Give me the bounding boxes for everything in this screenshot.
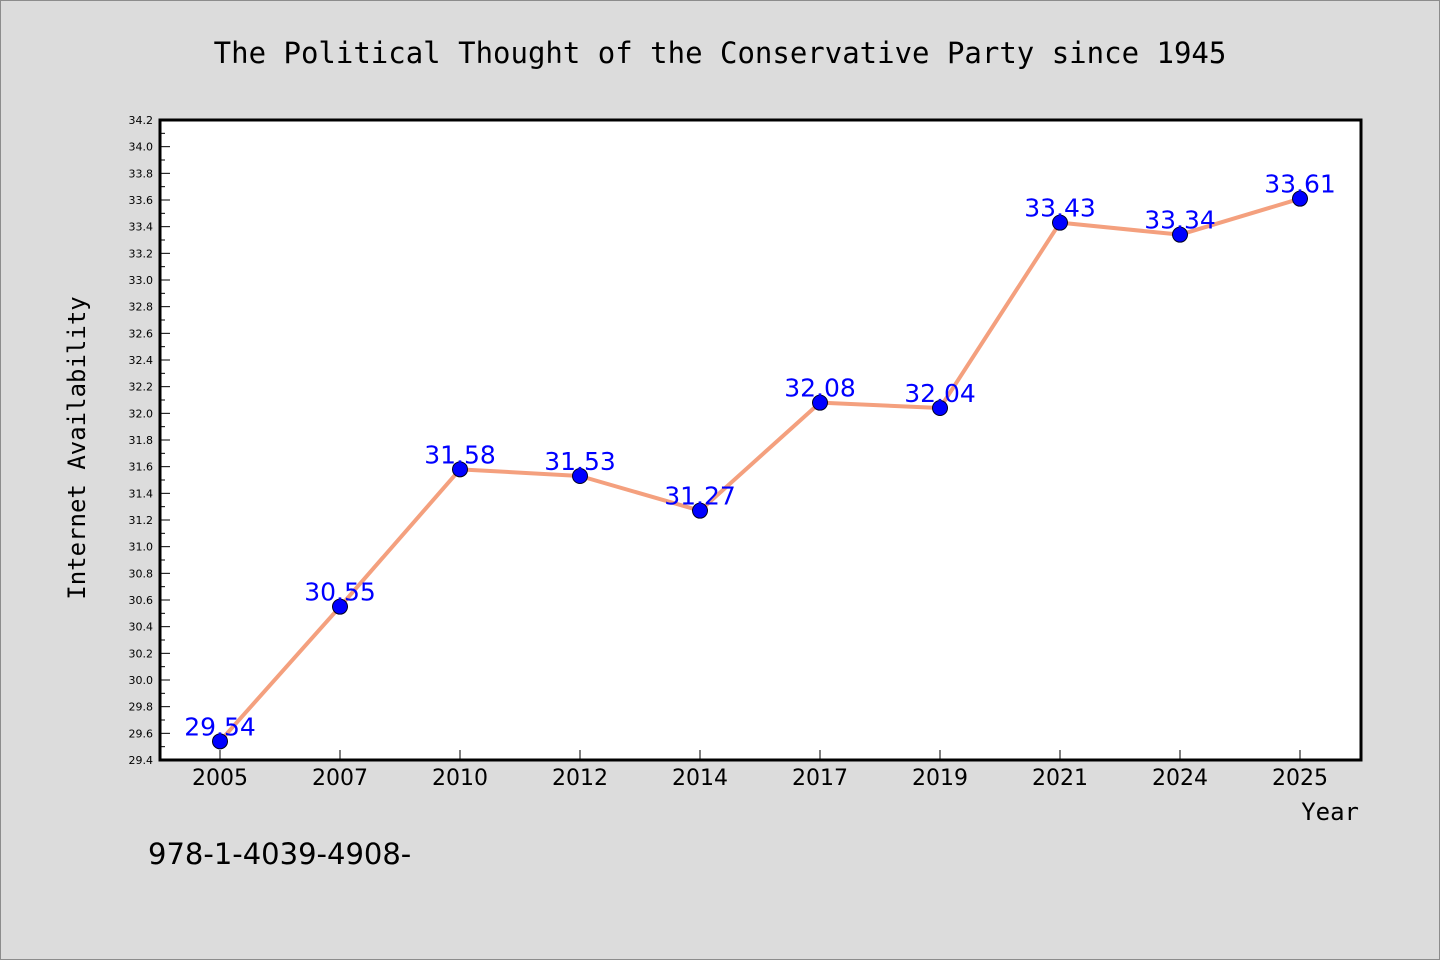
data-point-marker xyxy=(1292,190,1308,207)
x-tick-label: 2010 xyxy=(432,766,488,791)
y-tick-label: 33.8 xyxy=(129,167,154,180)
y-tick-label: 30.0 xyxy=(129,674,154,687)
data-point-marker xyxy=(452,461,468,478)
data-point-marker xyxy=(212,733,228,750)
x-tick-label: 2019 xyxy=(912,766,968,791)
x-tick-label: 2017 xyxy=(792,766,848,791)
x-tick-label: 2024 xyxy=(1152,766,1208,791)
x-axis-label: Year xyxy=(1301,798,1359,826)
data-point-marker xyxy=(1052,214,1068,231)
series-layer: 29.54 30.55 31.58 31.53 31.27 32.08 32.04 33.43… xyxy=(184,170,1336,750)
y-tick-label: 33.0 xyxy=(129,274,154,287)
x-axis-ticks: 2005 2007 2010 2012 2014 2017 2019 2021 2024 2025 xyxy=(192,750,1328,791)
y-tick-label: 32.6 xyxy=(129,327,154,340)
y-tick-label: 33.2 xyxy=(129,247,154,260)
data-point-label: 29.54 xyxy=(184,712,256,741)
data-point-marker xyxy=(692,502,708,519)
data-point-marker xyxy=(332,598,348,615)
y-tick-label: 31.2 xyxy=(129,514,154,527)
y-tick-label: 31.8 xyxy=(129,434,154,447)
y-tick-label: 30.6 xyxy=(129,594,154,607)
y-axis-ticks: 29.4 29.6 29.8 30.0 30.2 30.4 30.6 30.8 31.0 31.2… xyxy=(129,114,170,767)
x-tick-label: 2025 xyxy=(1272,766,1328,791)
data-point-label: 31.27 xyxy=(664,482,736,511)
x-tick-label: 2005 xyxy=(192,766,248,791)
y-tick-label: 34.2 xyxy=(129,114,154,127)
y-tick-label: 30.4 xyxy=(129,621,154,634)
y-tick-label: 34.0 xyxy=(129,141,154,154)
data-point-label: 31.58 xyxy=(424,440,496,469)
chart-title: The Political Thought of the Conservativ… xyxy=(214,36,1227,70)
data-point-label: 32.04 xyxy=(904,379,976,408)
data-point-marker xyxy=(812,394,828,411)
x-tick-label: 2012 xyxy=(552,766,608,791)
data-point-marker xyxy=(1172,226,1188,243)
data-point-label: 30.55 xyxy=(304,578,376,607)
y-tick-label: 32.4 xyxy=(129,354,154,367)
y-axis-label: Internet Availability xyxy=(63,296,91,599)
y-tick-label: 31.6 xyxy=(129,461,154,474)
footer-text: 978-1-4039-4908- xyxy=(148,837,411,871)
y-tick-label: 29.6 xyxy=(129,727,154,740)
y-tick-label: 29.8 xyxy=(129,701,154,714)
x-tick-label: 2007 xyxy=(312,766,368,791)
x-tick-label: 2021 xyxy=(1032,766,1088,791)
y-tick-label: 30.8 xyxy=(129,567,154,580)
data-point-label: 33.34 xyxy=(1144,206,1216,235)
data-point-label: 31.53 xyxy=(544,447,616,476)
y-tick-label: 33.4 xyxy=(129,221,154,234)
y-tick-label: 31.0 xyxy=(129,541,154,554)
y-tick-label: 32.2 xyxy=(129,381,154,394)
y-tick-label: 31.4 xyxy=(129,487,154,500)
y-tick-label: 29.4 xyxy=(129,754,154,767)
series-line xyxy=(218,196,1301,743)
data-point-label: 33.61 xyxy=(1264,170,1336,199)
y-tick-label: 33.6 xyxy=(129,194,154,207)
data-point-label: 33.43 xyxy=(1024,194,1096,223)
data-point-label: 32.08 xyxy=(784,374,856,403)
y-tick-label: 32.8 xyxy=(129,301,154,314)
data-point-marker xyxy=(572,468,588,484)
plot-area xyxy=(158,118,1363,762)
x-tick-label: 2014 xyxy=(672,766,728,791)
y-tick-label: 30.2 xyxy=(129,647,154,660)
data-point-marker xyxy=(932,400,948,416)
y-tick-label: 32.0 xyxy=(129,407,154,420)
